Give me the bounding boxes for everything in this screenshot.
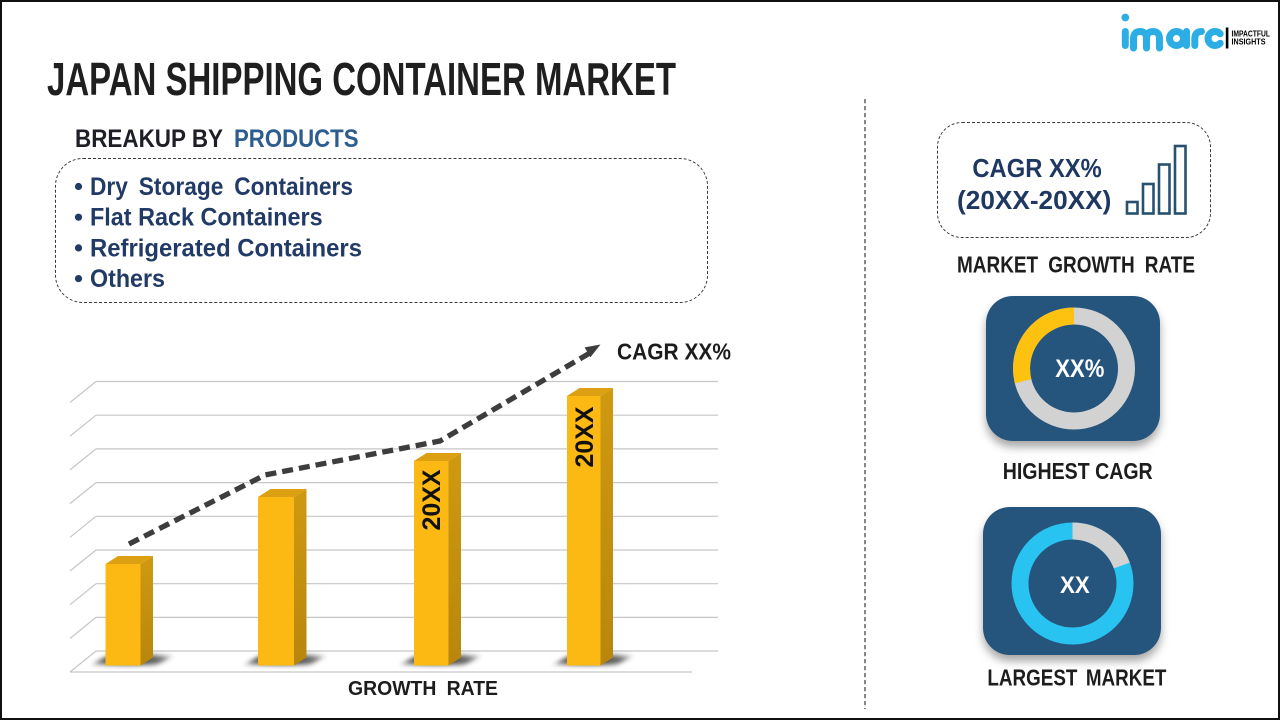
svg-text:XX%: XX% xyxy=(1055,355,1104,383)
svg-text:GROWTH RATE: GROWTH RATE xyxy=(348,678,498,700)
svg-text:Flat Rack Containers: Flat Rack Containers xyxy=(90,204,323,232)
svg-text:BREAKUP BY: BREAKUP BY xyxy=(75,125,223,153)
svg-text:MARKET GROWTH RATE: MARKET GROWTH RATE xyxy=(957,252,1195,278)
svg-text:XX: XX xyxy=(1060,572,1090,599)
svg-text:(20XX-20XX): (20XX-20XX) xyxy=(957,185,1111,215)
svg-text:Others: Others xyxy=(90,265,165,293)
svg-text:HIGHEST CAGR: HIGHEST CAGR xyxy=(1003,458,1153,484)
svg-text:20XX: 20XX xyxy=(418,469,446,530)
svg-text:CAGR XX%: CAGR XX% xyxy=(617,339,731,365)
svg-text:PRODUCTS: PRODUCTS xyxy=(234,125,359,153)
svg-text:LARGEST MARKET: LARGEST MARKET xyxy=(987,665,1167,691)
svg-text:CAGR XX%: CAGR XX% xyxy=(972,153,1101,183)
svg-text:IMPACTFUL: IMPACTFUL xyxy=(1232,29,1271,38)
svg-text:Dry Storage Containers: Dry Storage Containers xyxy=(90,173,353,201)
svg-text:20XX: 20XX xyxy=(571,406,599,467)
svg-text:Refrigerated Containers: Refrigerated Containers xyxy=(90,234,362,262)
svg-text:INSIGHTS: INSIGHTS xyxy=(1232,37,1266,46)
svg-text:JAPAN SHIPPING CONTAINER MARKE: JAPAN SHIPPING CONTAINER MARKET xyxy=(47,53,676,105)
